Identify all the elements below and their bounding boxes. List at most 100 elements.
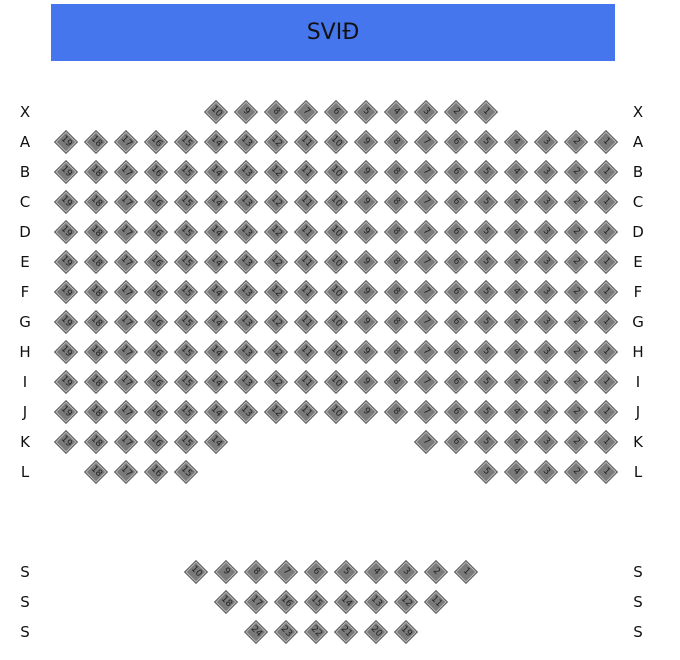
seat-E-6[interactable]: 6 — [443, 249, 469, 275]
seat-A-10[interactable]: 10 — [323, 129, 349, 155]
seat-G-13[interactable]: 13 — [233, 309, 259, 335]
seat-X-9[interactable]: 9 — [233, 99, 259, 125]
seat-S-17[interactable]: 17 — [243, 589, 269, 615]
seat-S-3[interactable]: 3 — [393, 559, 419, 585]
seat-F-3[interactable]: 3 — [533, 279, 559, 305]
seat-B-15[interactable]: 15 — [173, 159, 199, 185]
seat-H-19[interactable]: 19 — [53, 339, 79, 365]
seat-D-1[interactable]: 1 — [593, 219, 619, 245]
seat-X-5[interactable]: 5 — [353, 99, 379, 125]
seat-B-3[interactable]: 3 — [533, 159, 559, 185]
seat-X-10[interactable]: 10 — [203, 99, 229, 125]
seat-B-12[interactable]: 12 — [263, 159, 289, 185]
seat-I-17[interactable]: 17 — [113, 369, 139, 395]
seat-I-7[interactable]: 7 — [413, 369, 439, 395]
seat-K-7[interactable]: 7 — [413, 429, 439, 455]
seat-S-7[interactable]: 7 — [273, 559, 299, 585]
seat-A-19[interactable]: 19 — [53, 129, 79, 155]
seat-K-2[interactable]: 2 — [563, 429, 589, 455]
seat-G-11[interactable]: 11 — [293, 309, 319, 335]
seat-S-5[interactable]: 5 — [333, 559, 359, 585]
seat-A-3[interactable]: 3 — [533, 129, 559, 155]
seat-S-14[interactable]: 14 — [333, 589, 359, 615]
seat-C-3[interactable]: 3 — [533, 189, 559, 215]
seat-I-10[interactable]: 10 — [323, 369, 349, 395]
seat-H-7[interactable]: 7 — [413, 339, 439, 365]
seat-H-1[interactable]: 1 — [593, 339, 619, 365]
seat-S-23[interactable]: 23 — [273, 619, 299, 645]
seat-F-15[interactable]: 15 — [173, 279, 199, 305]
seat-B-7[interactable]: 7 — [413, 159, 439, 185]
seat-G-10[interactable]: 10 — [323, 309, 349, 335]
seat-K-19[interactable]: 19 — [53, 429, 79, 455]
seat-A-2[interactable]: 2 — [563, 129, 589, 155]
seat-J-19[interactable]: 19 — [53, 399, 79, 425]
seat-E-12[interactable]: 12 — [263, 249, 289, 275]
seat-L-2[interactable]: 2 — [563, 459, 589, 485]
seat-D-13[interactable]: 13 — [233, 219, 259, 245]
seat-C-12[interactable]: 12 — [263, 189, 289, 215]
seat-D-17[interactable]: 17 — [113, 219, 139, 245]
seat-I-6[interactable]: 6 — [443, 369, 469, 395]
seat-H-14[interactable]: 14 — [203, 339, 229, 365]
seat-S-18[interactable]: 18 — [213, 589, 239, 615]
seat-I-9[interactable]: 9 — [353, 369, 379, 395]
seat-F-4[interactable]: 4 — [503, 279, 529, 305]
seat-X-4[interactable]: 4 — [383, 99, 409, 125]
seat-C-16[interactable]: 16 — [143, 189, 169, 215]
seat-B-4[interactable]: 4 — [503, 159, 529, 185]
seat-I-16[interactable]: 16 — [143, 369, 169, 395]
seat-D-19[interactable]: 19 — [53, 219, 79, 245]
seat-A-6[interactable]: 6 — [443, 129, 469, 155]
seat-J-6[interactable]: 6 — [443, 399, 469, 425]
seat-F-19[interactable]: 19 — [53, 279, 79, 305]
seat-F-13[interactable]: 13 — [233, 279, 259, 305]
seat-K-5[interactable]: 5 — [473, 429, 499, 455]
seat-I-13[interactable]: 13 — [233, 369, 259, 395]
seat-A-1[interactable]: 1 — [593, 129, 619, 155]
seat-F-18[interactable]: 18 — [83, 279, 109, 305]
seat-G-1[interactable]: 1 — [593, 309, 619, 335]
seat-B-10[interactable]: 10 — [323, 159, 349, 185]
seat-B-13[interactable]: 13 — [233, 159, 259, 185]
seat-H-9[interactable]: 9 — [353, 339, 379, 365]
seat-C-14[interactable]: 14 — [203, 189, 229, 215]
seat-E-5[interactable]: 5 — [473, 249, 499, 275]
seat-D-12[interactable]: 12 — [263, 219, 289, 245]
seat-B-19[interactable]: 19 — [53, 159, 79, 185]
seat-E-19[interactable]: 19 — [53, 249, 79, 275]
seat-E-3[interactable]: 3 — [533, 249, 559, 275]
seat-G-16[interactable]: 16 — [143, 309, 169, 335]
seat-J-4[interactable]: 4 — [503, 399, 529, 425]
seat-C-1[interactable]: 1 — [593, 189, 619, 215]
seat-C-15[interactable]: 15 — [173, 189, 199, 215]
seat-D-10[interactable]: 10 — [323, 219, 349, 245]
seat-D-7[interactable]: 7 — [413, 219, 439, 245]
seat-J-14[interactable]: 14 — [203, 399, 229, 425]
seat-K-16[interactable]: 16 — [143, 429, 169, 455]
seat-H-15[interactable]: 15 — [173, 339, 199, 365]
seat-F-5[interactable]: 5 — [473, 279, 499, 305]
seat-A-13[interactable]: 13 — [233, 129, 259, 155]
seat-A-7[interactable]: 7 — [413, 129, 439, 155]
seat-A-16[interactable]: 16 — [143, 129, 169, 155]
seat-E-7[interactable]: 7 — [413, 249, 439, 275]
seat-G-14[interactable]: 14 — [203, 309, 229, 335]
seat-L-1[interactable]: 1 — [593, 459, 619, 485]
seat-F-9[interactable]: 9 — [353, 279, 379, 305]
seat-C-13[interactable]: 13 — [233, 189, 259, 215]
seat-B-18[interactable]: 18 — [83, 159, 109, 185]
seat-D-9[interactable]: 9 — [353, 219, 379, 245]
seat-S-4[interactable]: 4 — [363, 559, 389, 585]
seat-C-4[interactable]: 4 — [503, 189, 529, 215]
seat-J-3[interactable]: 3 — [533, 399, 559, 425]
seat-A-9[interactable]: 9 — [353, 129, 379, 155]
seat-A-12[interactable]: 12 — [263, 129, 289, 155]
seat-E-15[interactable]: 15 — [173, 249, 199, 275]
seat-G-12[interactable]: 12 — [263, 309, 289, 335]
seat-S-8[interactable]: 8 — [243, 559, 269, 585]
seat-X-1[interactable]: 1 — [473, 99, 499, 125]
seat-B-8[interactable]: 8 — [383, 159, 409, 185]
seat-X-3[interactable]: 3 — [413, 99, 439, 125]
seat-C-19[interactable]: 19 — [53, 189, 79, 215]
